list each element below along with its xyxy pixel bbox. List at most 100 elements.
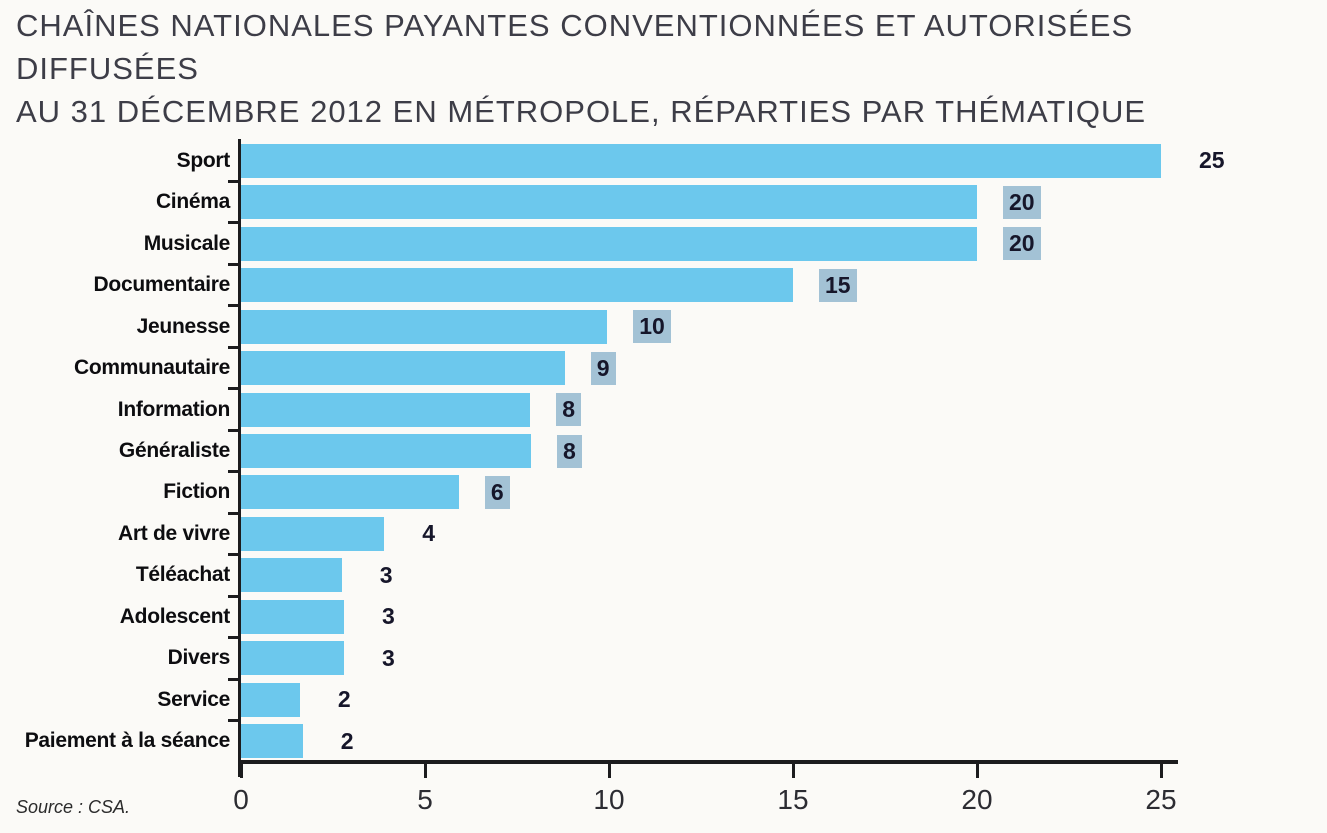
y-axis-tick	[228, 221, 239, 225]
category-label: Adolescent	[119, 604, 231, 628]
bar	[241, 309, 608, 344]
value-label: 2	[339, 721, 356, 762]
category-label: Art de vivre	[118, 521, 230, 545]
category-label: Jeunesse	[136, 314, 231, 338]
bar	[241, 226, 977, 261]
chart-row: Jeunesse 10	[0, 306, 1327, 347]
x-axis-tick	[1159, 762, 1163, 778]
value-label: 2	[336, 679, 353, 720]
chart-title-line-1: CHAÎNES NATIONALES PAYANTES CONVENTIONNÉ…	[16, 8, 1134, 86]
y-axis-tick	[228, 719, 239, 723]
x-tick-label: 10	[593, 784, 625, 815]
value-label-text: 3	[379, 561, 393, 588]
bar	[241, 641, 344, 676]
y-axis-tick	[228, 304, 239, 308]
value-label-text: 20	[1003, 185, 1041, 219]
bar	[241, 268, 793, 303]
chart-row: Cinéma 20	[0, 181, 1327, 222]
bar	[241, 516, 385, 551]
value-label: 15	[819, 264, 857, 305]
bar	[241, 392, 531, 427]
bar	[241, 351, 565, 386]
category-label: Documentaire	[93, 273, 231, 297]
bar	[241, 143, 1161, 178]
category-label: Service	[157, 687, 230, 711]
x-tick-label: 5	[417, 784, 433, 815]
chart-row: Fiction 6	[0, 472, 1327, 513]
chart-row: Adolescent 3	[0, 596, 1327, 637]
y-axis-tick	[228, 345, 239, 349]
chart-row: Sport 25	[0, 140, 1327, 181]
chart-row: Musicale 20	[0, 223, 1327, 264]
y-axis-tick	[228, 262, 239, 266]
value-label-text: 20	[1003, 227, 1041, 261]
x-axis-tick	[239, 762, 243, 778]
value-label-text: 9	[590, 351, 616, 385]
value-label: 20	[1003, 223, 1041, 264]
value-label: 6	[484, 472, 510, 513]
value-label-text: 2	[337, 686, 351, 713]
x-axis-line	[238, 760, 1178, 764]
y-axis-tick	[228, 387, 239, 391]
value-label: 25	[1197, 140, 1227, 181]
value-label-text: 3	[382, 644, 395, 671]
category-label: Fiction	[163, 480, 230, 504]
value-label-text: 2	[340, 727, 354, 754]
value-label-text: 8	[557, 434, 582, 468]
value-label: 3	[380, 638, 397, 679]
value-label-text: 8	[556, 393, 581, 427]
chart-title-line-2: AU 31 DÉCEMBRE 2012 EN MÉTROPOLE, RÉPART…	[16, 94, 1147, 129]
chart-row: Service 2	[0, 679, 1327, 720]
chart-row: Documentaire 15	[0, 264, 1327, 305]
y-axis-tick	[228, 677, 239, 681]
bar	[241, 475, 459, 510]
bar	[241, 682, 300, 717]
category-label: Paiement à la séance	[24, 729, 231, 753]
value-label-text: 10	[633, 310, 671, 344]
category-label: Musicale	[143, 231, 231, 255]
x-axis-tick	[607, 762, 611, 778]
x-tick-label: 20	[961, 784, 993, 815]
x-axis-tick	[423, 762, 427, 778]
category-label: Téléachat	[135, 563, 230, 587]
y-axis-line	[238, 139, 241, 777]
category-label: Divers	[167, 646, 231, 670]
x-tick-label: 15	[777, 784, 809, 815]
y-axis-tick	[228, 428, 239, 432]
value-label-text: 25	[1199, 147, 1225, 174]
chart-row: Art de vivre 4	[0, 513, 1327, 554]
category-label: Information	[117, 397, 231, 421]
bar	[241, 185, 977, 220]
source-caption: Source : CSA.	[16, 797, 131, 817]
x-axis-tick	[791, 762, 795, 778]
value-label: 4	[420, 513, 437, 554]
category-label: Communautaire	[74, 356, 230, 380]
value-label: 8	[556, 389, 581, 430]
chart-row: Divers 3	[0, 638, 1327, 679]
category-label: Cinéma	[155, 190, 230, 214]
bar	[241, 599, 344, 634]
y-axis-tick	[228, 594, 239, 598]
chart-row: Communautaire 9	[0, 347, 1327, 388]
value-label: 10	[633, 306, 671, 347]
y-axis-tick	[228, 553, 239, 557]
bar	[241, 558, 342, 593]
value-label: 8	[557, 430, 582, 471]
x-tick-label: 0	[233, 784, 249, 815]
y-axis-tick	[228, 180, 239, 183]
bar	[241, 433, 531, 468]
value-label: 3	[378, 555, 395, 596]
chart-row: Information 8	[0, 389, 1327, 430]
value-label-text: 3	[382, 603, 395, 630]
chart-row: Paiement à la séance 2	[0, 721, 1327, 762]
category-label: Sport	[176, 148, 231, 172]
category-label: Généraliste	[118, 439, 230, 463]
value-label-text: 6	[484, 475, 510, 509]
y-axis-tick	[228, 511, 239, 515]
value-label-text: 15	[819, 268, 857, 302]
y-axis-tick	[228, 636, 239, 640]
value-label: 9	[590, 347, 616, 388]
x-axis-tick	[975, 762, 979, 778]
x-tick-label: 25	[1145, 784, 1177, 815]
chart-row: Généraliste 8	[0, 430, 1327, 471]
